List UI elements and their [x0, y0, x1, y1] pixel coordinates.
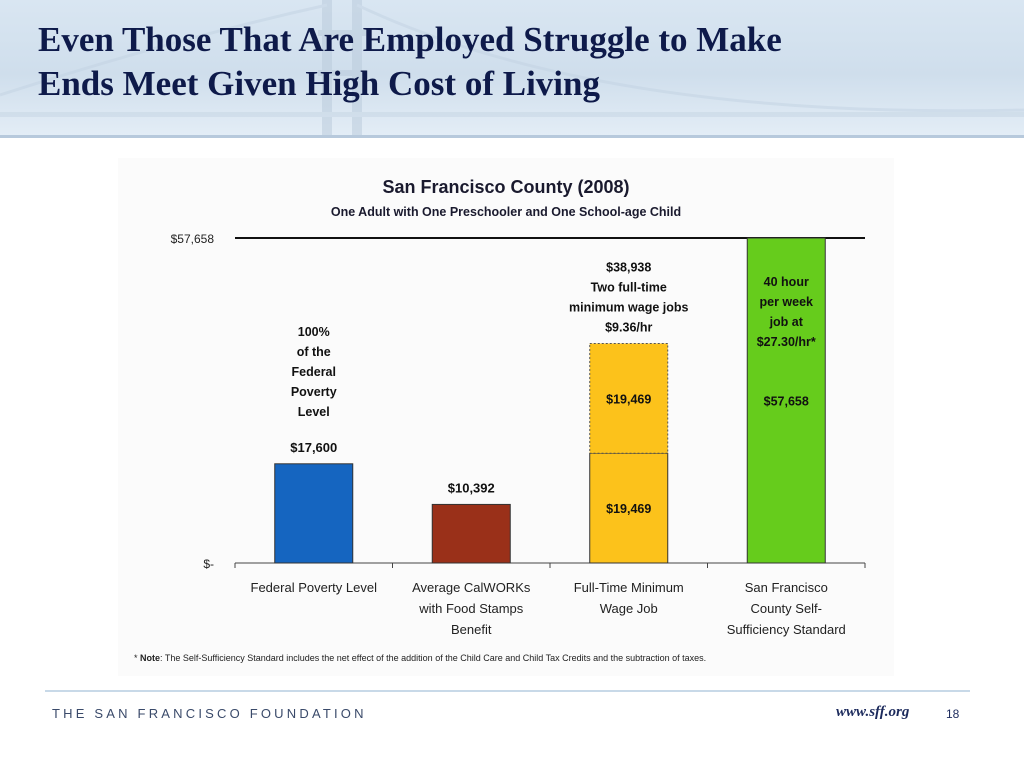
bridge-image [0, 0, 1024, 135]
bar-annotation: Two full-time [591, 281, 667, 295]
category-label: Full-Time Minimum [574, 580, 684, 595]
footer-divider [45, 690, 970, 692]
bar-segment [746, 237, 826, 564]
bar-annotation: Level [298, 405, 330, 419]
footer-organization: THE SAN FRANCISCO FOUNDATION [52, 706, 367, 721]
footer-url: www.sff.org [836, 704, 910, 720]
category-label: San Francisco [745, 580, 828, 595]
bar-annotation: $27.30/hr* [757, 335, 816, 349]
bar-annotation: Federal [292, 365, 336, 379]
segment-label: $19,469 [606, 502, 651, 516]
bar-annotation: 100% [298, 325, 330, 339]
bar-annotation: $9.36/hr [605, 321, 652, 335]
category-label: Wage Job [600, 601, 658, 616]
bar-annotation: minimum wage jobs [569, 301, 689, 315]
bar-value-label: $17,600 [290, 440, 337, 455]
bar-segment [589, 343, 669, 454]
category-label: County Self- [750, 601, 822, 616]
category-label: with Food Stamps [418, 601, 524, 616]
header-divider [0, 135, 1024, 138]
category-label: Federal Poverty Level [251, 580, 378, 595]
segment-label: $57,658 [764, 395, 809, 409]
y-tick-label: $- [203, 557, 214, 571]
bar-annotation: job at [769, 315, 804, 329]
bar-value-label: $10,392 [448, 480, 495, 495]
chart-note: * Note: The Self-Sufficiency Standard in… [134, 653, 706, 663]
bar-annotation: of the [297, 345, 331, 359]
category-label: Sufficiency Standard [727, 622, 846, 637]
title-line-2: Ends Meet Given High Cost of Living [38, 64, 600, 103]
slide-title: Even Those That Are Employed Struggle to… [38, 18, 998, 106]
note-prefix: * [134, 653, 140, 663]
page-number: 18 [946, 707, 960, 721]
bar-segment [589, 452, 669, 564]
bar-segment [274, 463, 354, 564]
bar-annotation: per week [759, 295, 813, 309]
chart-subtitle: One Adult with One Preschooler and One S… [331, 205, 681, 219]
segment-label: $19,469 [606, 392, 651, 406]
chart-title: San Francisco County (2008) [382, 177, 629, 197]
bar-annotation: Poverty [291, 385, 337, 399]
bar-annotation: $38,938 [606, 261, 651, 275]
y-tick-label: $57,658 [171, 232, 215, 246]
bar-segment [431, 503, 511, 564]
note-label: Note [140, 653, 160, 663]
category-label: Average CalWORKs [412, 580, 531, 595]
note-text: : The Self-Sufficiency Standard includes… [160, 653, 706, 663]
bar-annotation: 40 hour [764, 275, 809, 289]
category-label: Benefit [451, 622, 492, 637]
title-line-1: Even Those That Are Employed Struggle to… [38, 20, 782, 59]
